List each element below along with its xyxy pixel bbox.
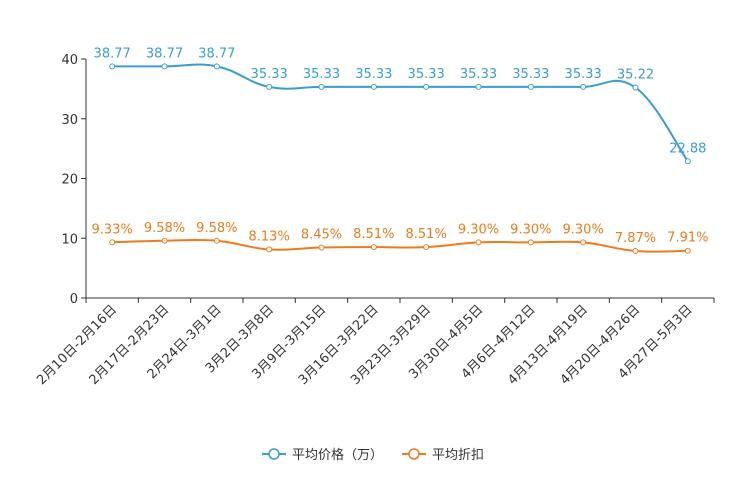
data-point	[475, 83, 482, 90]
data-point	[318, 244, 325, 251]
data-label: 38.77	[94, 46, 131, 61]
y-tick-label: 0	[70, 292, 78, 307]
data-point	[213, 63, 220, 70]
legend-label-2: 平均折扣	[432, 448, 484, 463]
data-label: 35.33	[460, 67, 497, 82]
y-tick-label: 10	[61, 232, 78, 247]
data-point	[109, 239, 116, 246]
data-label: 35.33	[565, 67, 602, 82]
data-point	[423, 244, 430, 251]
data-point	[423, 83, 430, 90]
data-label: 35.33	[251, 67, 288, 82]
legend-marker-1	[268, 448, 280, 460]
data-label: 9.58%	[196, 221, 237, 236]
data-point	[213, 237, 220, 244]
data-label: 9.30%	[510, 222, 551, 237]
data-label: 7.87%	[615, 231, 656, 246]
data-label: 35.22	[617, 68, 654, 83]
data-label: 7.91%	[667, 231, 708, 246]
data-point	[266, 246, 273, 253]
data-point	[580, 83, 587, 90]
data-point	[632, 84, 639, 91]
data-point	[527, 83, 534, 90]
data-point	[266, 83, 273, 90]
data-label: 9.33%	[92, 222, 133, 237]
data-label: 38.77	[146, 46, 183, 61]
data-point	[684, 247, 691, 254]
data-point	[161, 63, 168, 70]
data-label: 9.30%	[458, 222, 499, 237]
data-label: 35.33	[303, 67, 340, 82]
data-label: 35.33	[512, 67, 549, 82]
data-point	[109, 63, 116, 70]
data-point	[684, 158, 691, 165]
data-point	[580, 239, 587, 246]
data-point	[161, 237, 168, 244]
data-label: 8.51%	[353, 227, 394, 242]
data-label: 8.13%	[249, 229, 290, 244]
y-tick-label: 20	[61, 173, 78, 188]
data-point	[527, 239, 534, 246]
data-point	[370, 244, 377, 251]
data-label: 9.30%	[563, 222, 604, 237]
data-label: 9.58%	[144, 221, 185, 236]
data-label: 35.33	[408, 67, 445, 82]
data-point	[632, 247, 639, 254]
data-label: 8.45%	[301, 228, 342, 243]
data-point	[370, 83, 377, 90]
data-point	[475, 239, 482, 246]
legend-label-1: 平均价格（万）	[292, 447, 383, 463]
data-label: 22.88	[669, 141, 706, 156]
series-line-2	[112, 238, 688, 253]
legend-marker-2	[408, 448, 420, 460]
data-label: 35.33	[355, 67, 392, 82]
y-tick-label: 40	[61, 53, 78, 68]
data-label: 38.77	[198, 46, 235, 61]
data-point	[318, 83, 325, 90]
data-label: 8.51%	[406, 227, 447, 242]
y-tick-label: 30	[61, 113, 78, 128]
